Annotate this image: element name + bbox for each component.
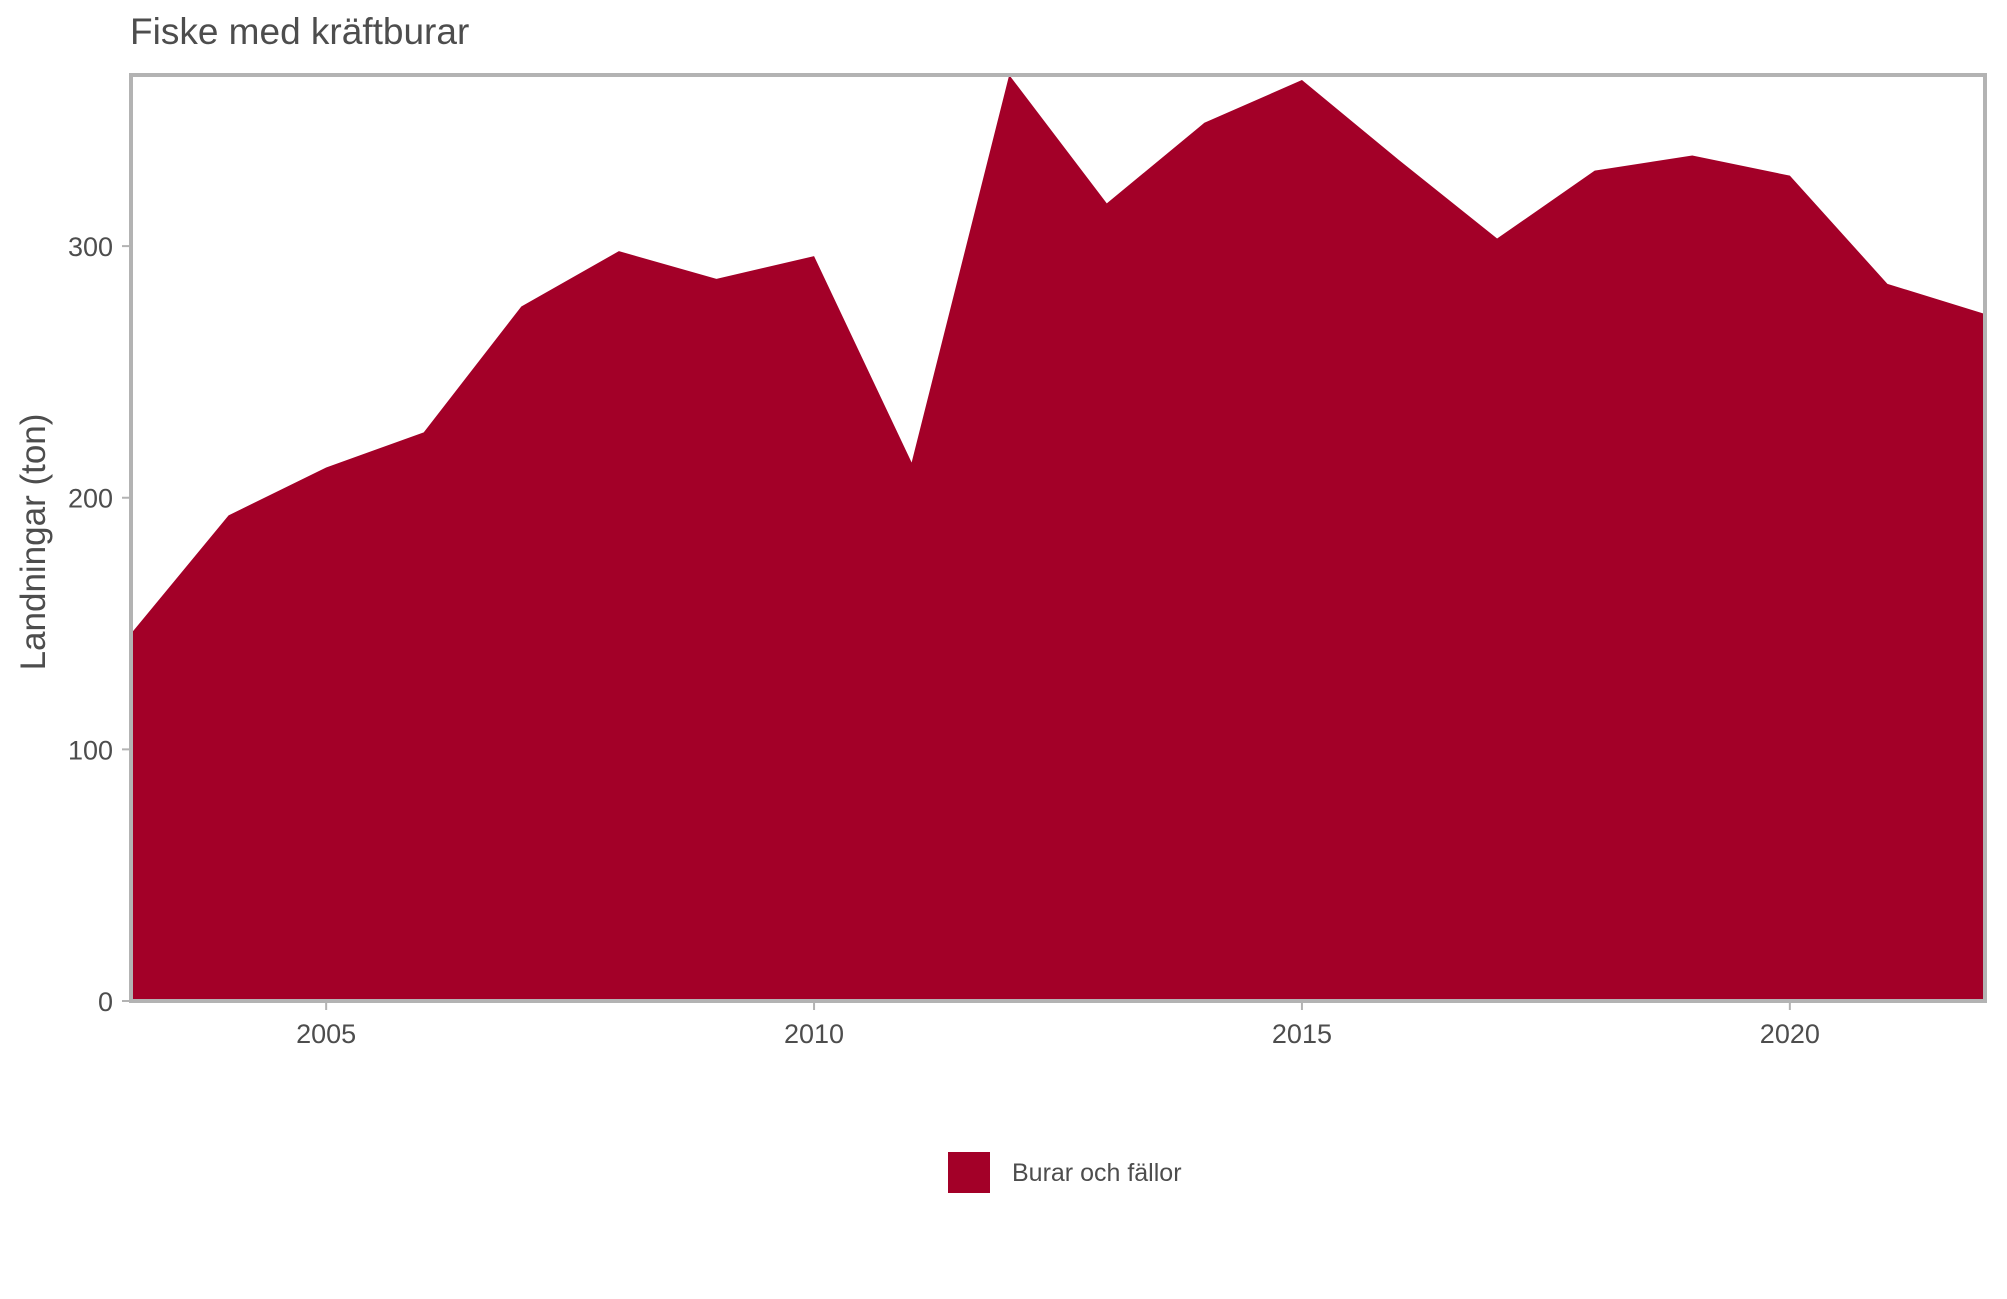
- x-tick-label: 2020: [1760, 1019, 1820, 1049]
- legend-swatch: [948, 1152, 990, 1193]
- x-tick-label: 2005: [296, 1019, 356, 1049]
- area-series-0: [131, 75, 1985, 1001]
- x-tick-label: 2010: [784, 1019, 844, 1049]
- legend-label: Burar och fällor: [1012, 1159, 1182, 1187]
- x-axis: 2005 2010 2015 2020: [296, 1001, 1820, 1049]
- y-tick-label: 200: [68, 484, 113, 514]
- x-tick-label: 2015: [1272, 1019, 1332, 1049]
- y-tick-label: 100: [68, 735, 113, 765]
- y-tick-label: 300: [68, 232, 113, 262]
- plot-area: [131, 75, 1985, 1001]
- chart-title: Fiske med kräftburar: [130, 11, 469, 52]
- y-axis-title: Landningar (ton): [14, 414, 53, 671]
- y-tick-label: 0: [98, 987, 113, 1017]
- y-axis: 0 100 200 300: [68, 232, 131, 1017]
- panel-border: [129, 73, 1987, 1003]
- legend: Burar och fällor: [948, 1152, 1182, 1193]
